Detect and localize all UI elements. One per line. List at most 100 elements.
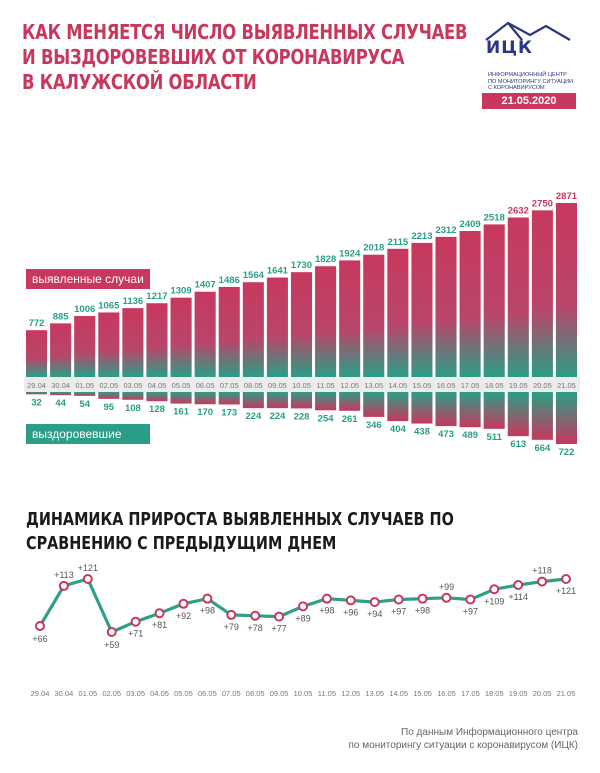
date-tick-label: 10.05 (294, 689, 313, 698)
recovered-value-label: 44 (55, 398, 66, 409)
date-tick-label: 03.05 (126, 689, 145, 698)
date-tick-label: 08.05 (244, 381, 263, 390)
recovered-value-label: 473 (438, 429, 454, 440)
date-tick-label: 29.04 (31, 689, 50, 698)
date-tick-label: 14.05 (388, 381, 407, 390)
growth-line-chart: +66 29.04 +113 30.04 +121 01.05 +59 02.05 +71 03.… (31, 563, 577, 698)
date-tick-label: 15.05 (413, 381, 432, 390)
growth-point (489, 584, 500, 595)
cases-value-label: 1006 (74, 304, 95, 315)
recovered-bar (98, 392, 120, 399)
date-tick-label: 06.05 (198, 689, 217, 698)
recovered-value-label: 261 (342, 414, 359, 425)
cases-value-label: 2213 (411, 231, 432, 242)
recovered-bar (122, 392, 144, 400)
recovered-value-label: 404 (390, 424, 407, 435)
legend-cases-tag (26, 269, 150, 289)
recovered-value-label: 346 (366, 420, 382, 431)
date-tick-label: 04.05 (150, 689, 169, 698)
growth-value-label: +97 (391, 607, 406, 617)
cases-bar (483, 224, 505, 377)
recovered-bar (26, 392, 48, 395)
recovered-value-label: 32 (31, 397, 42, 408)
cases-bar (98, 312, 120, 377)
recovered-bar (531, 392, 553, 440)
recovered-value-label: 613 (510, 439, 526, 450)
recovered-value-label: 54 (79, 399, 90, 410)
date-badge: 21.05.2020 (482, 93, 576, 109)
cases-value-label: 1924 (339, 248, 361, 259)
logo-abbreviation: ИЦК (486, 38, 533, 58)
date-tick-label: 29.04 (27, 381, 46, 390)
growth-point (321, 593, 332, 604)
cases-value-label: 2312 (435, 225, 456, 236)
growth-point (250, 610, 261, 621)
logo-subtitle-line: Информационный центр (488, 72, 567, 78)
date-tick-label: 04.05 (148, 381, 167, 390)
recovered-bar (146, 392, 168, 402)
growth-value-label: +98 (415, 606, 430, 616)
cases-bar (339, 260, 361, 377)
date-tick-label: 11.05 (316, 381, 334, 390)
growth-value-label: +71 (128, 629, 143, 639)
date-tick-label: 18.05 (485, 689, 504, 698)
cases-value-label: 1730 (291, 260, 312, 271)
cases-value-label: 885 (53, 311, 70, 322)
growth-value-label: +114 (508, 592, 528, 602)
cases-bar (387, 248, 409, 377)
date-tick-label: 21.05 (557, 381, 576, 390)
date-tick-label: 02.05 (102, 689, 121, 698)
growth-point (106, 627, 117, 637)
growth-value-label: +97 (463, 607, 478, 617)
date-tick-label: 30.04 (51, 381, 70, 390)
growth-point (345, 595, 356, 606)
recovered-value-label: 173 (221, 407, 237, 418)
date-tick-label: 05.05 (172, 381, 191, 390)
source-line: по мониторингу ситуации с коронавирусом … (348, 740, 579, 751)
growth-point (35, 621, 45, 632)
cases-bar (146, 303, 168, 377)
cases-value-label: 1309 (170, 286, 191, 297)
recovered-bar (435, 392, 457, 427)
date-tick-label: 05.05 (174, 689, 193, 698)
growth-point (58, 580, 69, 591)
cases-value-label: 2409 (460, 219, 481, 230)
recovered-value-label: 228 (294, 411, 310, 422)
recovered-bar (411, 392, 433, 424)
source-line: По данным Информационного центра (401, 727, 578, 738)
cases-bar (170, 297, 192, 377)
cases-bar (411, 242, 433, 377)
date-tick-label: 20.05 (533, 381, 552, 390)
date-tick-label: 13.05 (365, 689, 384, 698)
cases-value-label: 1486 (219, 275, 240, 286)
recovered-value-label: 128 (149, 404, 165, 415)
cases-value-label: 2115 (388, 237, 409, 248)
recovered-bar (315, 392, 337, 411)
date-strip (24, 377, 580, 392)
date-tick-label: 06.05 (196, 381, 215, 390)
cases-value-label: 1065 (98, 300, 120, 311)
title-line: Как меняется число выявленных случаев (22, 20, 468, 44)
cases-bar (122, 308, 144, 377)
date-tick-label: 09.05 (268, 381, 287, 390)
cases-value-label: 1136 (123, 296, 144, 307)
date-tick-label: 02.05 (99, 381, 118, 390)
growth-value-label: +96 (343, 607, 358, 617)
growth-point (274, 611, 285, 622)
growth-value-label: +118 (532, 566, 552, 576)
growth-value-label: +98 (200, 606, 215, 616)
growth-value-label: +78 (248, 623, 263, 633)
cases-bar (26, 330, 48, 377)
logo-mountain-icon (485, 21, 571, 41)
date-tick-label: 12.05 (341, 689, 360, 698)
legend-recovered-label: выздоровевшие (32, 427, 122, 441)
growth-point (561, 574, 571, 584)
date-tick-label: 13.05 (364, 381, 383, 390)
recovered-value-label: 664 (534, 443, 551, 454)
recovered-value-label: 95 (104, 402, 115, 413)
growth-value-label: +94 (367, 609, 382, 619)
cases-bar (266, 277, 288, 377)
growth-value-label: +77 (271, 624, 286, 634)
line-chart-title: Динамика прироста выявленных случаев по … (26, 508, 485, 556)
date-tick-label: 07.05 (220, 381, 239, 390)
